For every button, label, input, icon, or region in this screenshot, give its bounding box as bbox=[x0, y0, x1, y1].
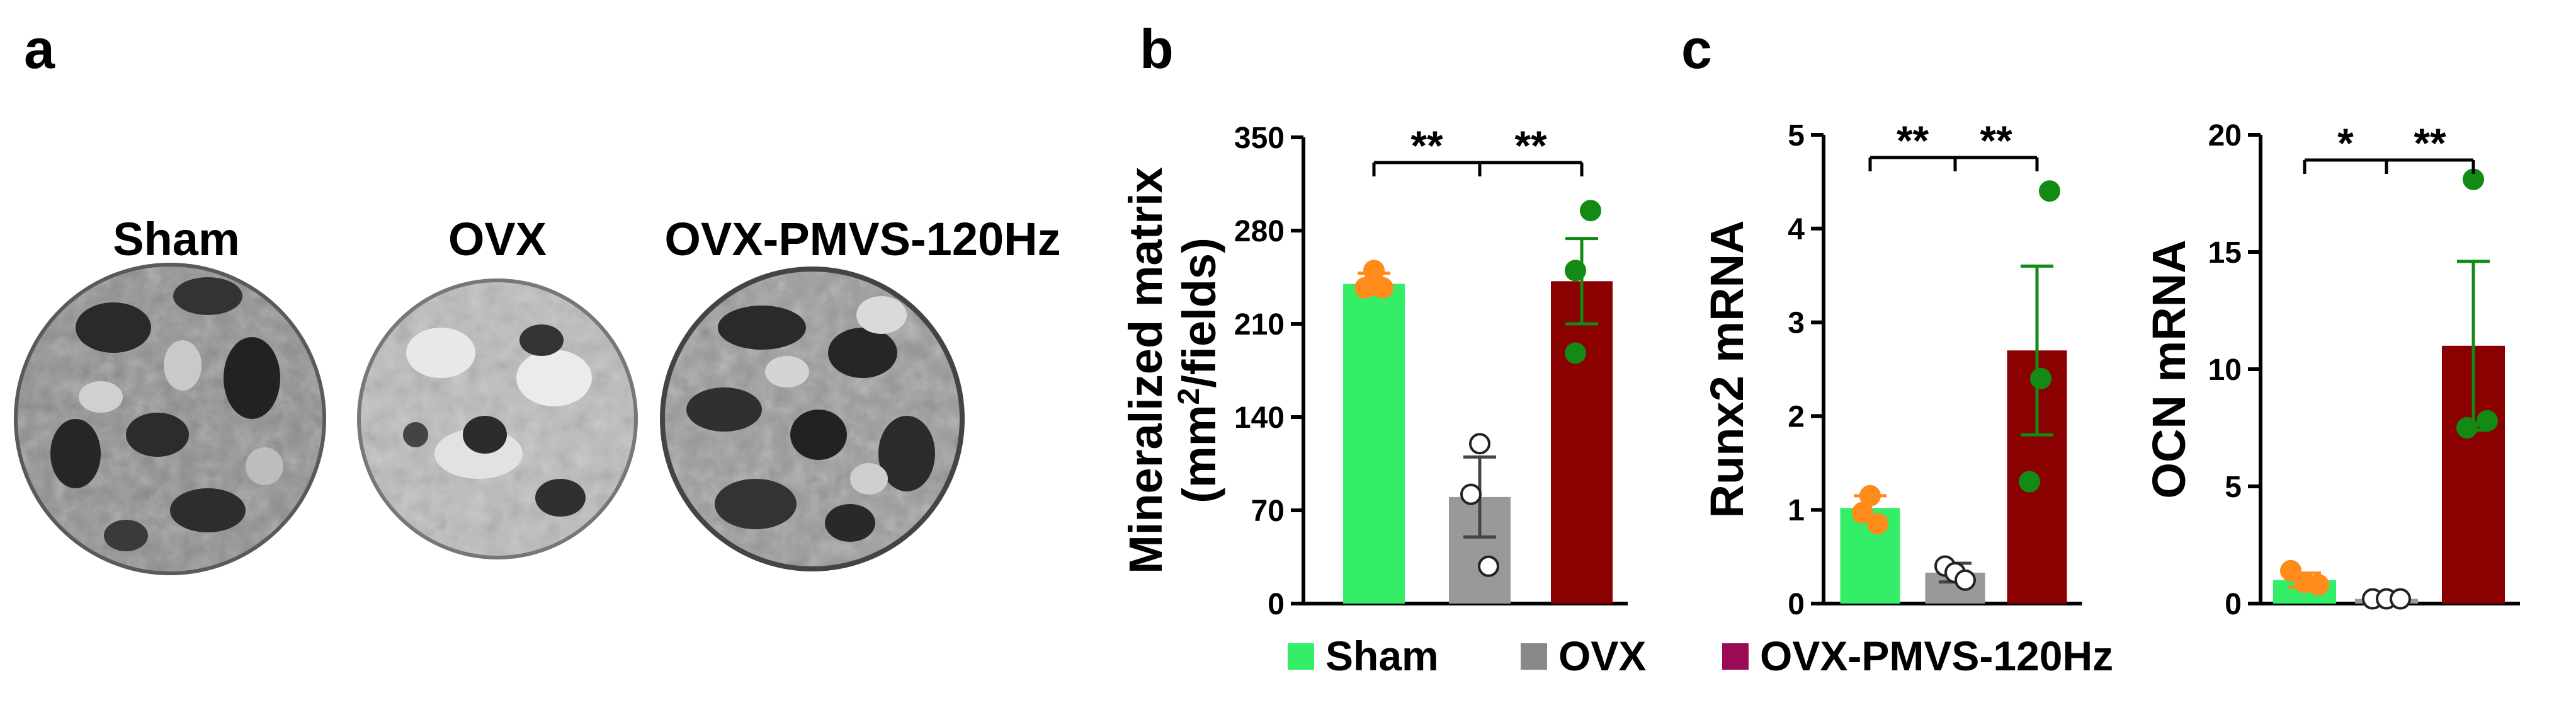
data-point bbox=[2039, 180, 2060, 202]
data-point bbox=[1955, 569, 1976, 591]
legend: Sham OVX OVX-PMVS-120Hz bbox=[1288, 633, 2113, 679]
data-point bbox=[1478, 555, 1499, 577]
y-tick-label: 1 bbox=[1788, 494, 1805, 527]
y-axis-label: Runx2 mRNA bbox=[1701, 221, 1753, 519]
y-tick-label: 2 bbox=[1788, 400, 1805, 433]
y-tick-label: 10 bbox=[2208, 353, 2242, 387]
y-tick-label: 70 bbox=[1251, 495, 1285, 528]
data-point bbox=[1354, 277, 1376, 299]
significance-label: ** bbox=[2414, 120, 2446, 166]
y-tick-label: 4 bbox=[1788, 213, 1805, 246]
chart-runx2-mrna: 0 1 2 3 4 5 Runx2 mRNA ** ** bbox=[1701, 117, 2082, 621]
data-point bbox=[1852, 502, 1873, 524]
legend-label-pmvs: OVX-PMVS-120Hz bbox=[1760, 633, 2113, 679]
data-point bbox=[2280, 559, 2301, 582]
significance-label: ** bbox=[1980, 117, 2012, 164]
y-tick-label: 15 bbox=[2208, 236, 2242, 270]
y-tick-label: 5 bbox=[2225, 471, 2242, 504]
panel-letter-c: c bbox=[1681, 18, 1712, 80]
significance-label: * bbox=[2337, 120, 2354, 166]
data-point bbox=[1363, 260, 1385, 282]
y-tick-label: 210 bbox=[1234, 308, 1285, 341]
y-tick-label: 280 bbox=[1234, 215, 1285, 248]
y-tick-label: 3 bbox=[1788, 307, 1805, 340]
dish-image-pmvs bbox=[660, 267, 965, 571]
data-point bbox=[2477, 410, 2498, 432]
significance-label: ** bbox=[1514, 122, 1547, 169]
y-tick-label: 5 bbox=[1788, 119, 1805, 152]
y-tick-label: 0 bbox=[1788, 588, 1805, 621]
dish-label-pmvs: OVX-PMVS-120Hz bbox=[664, 213, 1060, 265]
data-point bbox=[1580, 200, 1601, 222]
legend-swatch-pmvs bbox=[1722, 643, 1749, 670]
y-tick-label: 20 bbox=[2208, 119, 2242, 152]
data-point bbox=[2308, 574, 2329, 596]
panel-letter-b: b bbox=[1140, 18, 1174, 80]
data-point bbox=[1469, 433, 1490, 455]
dish-image-sham bbox=[14, 263, 326, 575]
data-point bbox=[1372, 277, 1393, 299]
data-point bbox=[1867, 513, 1888, 535]
data-point bbox=[2019, 471, 2040, 493]
legend-swatch-ovx bbox=[1521, 643, 1547, 670]
y-tick-label: 0 bbox=[1268, 588, 1285, 621]
data-point bbox=[1565, 342, 1586, 364]
panel-letter-a: a bbox=[24, 18, 55, 80]
data-point bbox=[2390, 588, 2411, 610]
significance-label: ** bbox=[1410, 122, 1443, 169]
data-point bbox=[1460, 483, 1482, 505]
data-point bbox=[1565, 260, 1586, 282]
legend-label-ovx: OVX bbox=[1558, 633, 1646, 679]
bar-pmvs bbox=[1551, 281, 1613, 604]
y-tick-label: 140 bbox=[1234, 401, 1285, 435]
dish-label-ovx: OVX bbox=[448, 213, 547, 265]
data-point bbox=[2030, 367, 2051, 389]
data-point bbox=[2456, 417, 2478, 438]
bar-sham bbox=[1343, 284, 1405, 604]
dish-image-ovx bbox=[357, 278, 638, 559]
chart-mineralized-matrix: 0 70 140 210 280 350 Mineralized matrix (mm2/fi… bbox=[1120, 122, 1628, 621]
y-axis-label: Mineralized matrix bbox=[1120, 167, 1172, 574]
significance-label: ** bbox=[1897, 117, 1929, 164]
y-axis-label: OCN mRNA bbox=[2143, 239, 2195, 498]
legend-label-sham: Sham bbox=[1325, 633, 1439, 679]
dish-label-sham: Sham bbox=[113, 213, 240, 265]
y-tick-label: 0 bbox=[2225, 588, 2242, 621]
legend-swatch-sham bbox=[1288, 643, 1314, 670]
y-axis-label-units: (mm2/fields) bbox=[1172, 238, 1225, 503]
y-tick-label: 350 bbox=[1234, 122, 1285, 155]
